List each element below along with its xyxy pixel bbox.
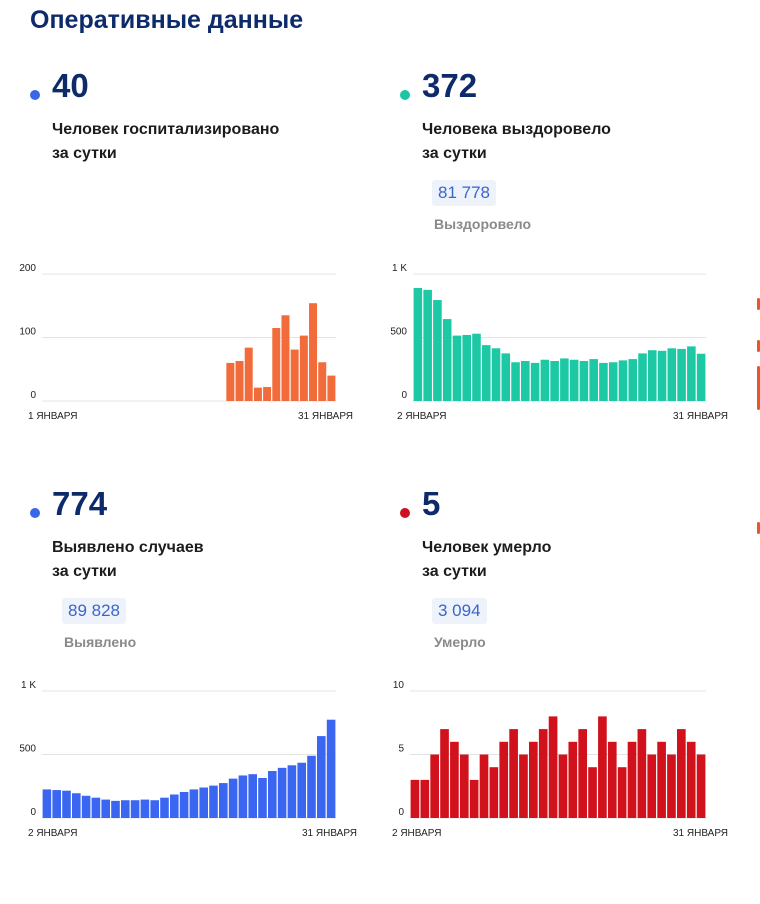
bullet-dot: [30, 508, 40, 518]
cumulative-total: 89 828: [62, 598, 126, 624]
stat-block-cases: 774 Выявлено случаев за сутки 89 828 Выя…: [28, 484, 388, 904]
stat-block-hospitalized: 40 Человек госпитализировано за сутки: [28, 66, 388, 486]
edge-fragment: [757, 340, 760, 352]
cumulative-total-label: Выявлено: [64, 634, 137, 650]
stat-description-line: Человек госпитализировано: [52, 121, 280, 138]
bullet-dot: [400, 90, 410, 100]
cumulative-total: 3 094: [432, 598, 487, 624]
stat-description: Человек умерло за сутки: [422, 536, 722, 584]
stat-value: 5: [422, 485, 441, 522]
stat-description-line: Человек умерло: [422, 539, 552, 556]
stat-description-line: Человека выздоровело: [422, 121, 611, 138]
stat-description: Человек госпитализировано за сутки: [52, 118, 352, 166]
stat-block-deaths: 5 Человек умерло за сутки 3 094 Умерло: [398, 484, 758, 904]
edge-fragment: [757, 366, 760, 410]
cumulative-total: 81 778: [432, 180, 496, 206]
stat-description-line: за сутки: [52, 563, 117, 580]
stat-description-line: за сутки: [422, 145, 487, 162]
stat-value: 40: [52, 67, 89, 104]
edge-fragment: [757, 298, 760, 310]
stat-description-line: за сутки: [422, 563, 487, 580]
bullet-dot: [400, 508, 410, 518]
stat-description-line: за сутки: [52, 145, 117, 162]
edge-fragment: [757, 522, 760, 534]
stat-value: 372: [422, 67, 478, 104]
cumulative-total-label: Умерло: [434, 634, 486, 650]
stat-value: 774: [52, 485, 108, 522]
stat-description: Человека выздоровело за сутки: [422, 118, 722, 166]
page-title: Оперативные данные: [30, 6, 304, 34]
stat-description-line: Выявлено случаев: [52, 539, 204, 556]
stat-description: Выявлено случаев за сутки: [52, 536, 352, 584]
bullet-dot: [30, 90, 40, 100]
stat-block-recovered: 372 Человека выздоровело за сутки 81 778…: [398, 66, 758, 486]
cumulative-total-label: Выздоровело: [434, 216, 532, 232]
